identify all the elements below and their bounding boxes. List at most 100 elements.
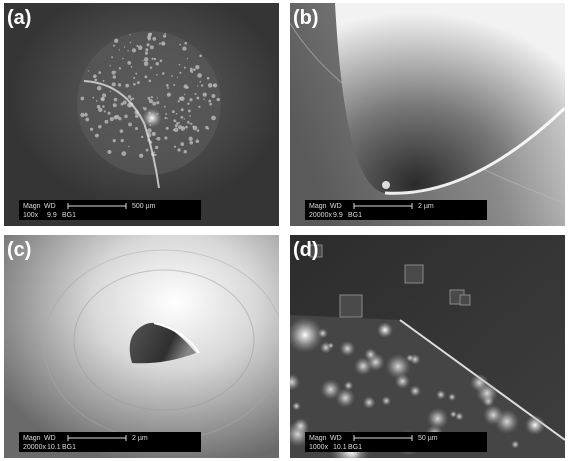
droplet xyxy=(203,98,205,100)
droplet xyxy=(133,83,136,86)
spot xyxy=(328,342,334,348)
droplet xyxy=(118,83,121,86)
droplet xyxy=(113,75,116,78)
info-wd-label: WD xyxy=(44,203,56,210)
droplet xyxy=(173,84,175,86)
droplet xyxy=(138,45,143,50)
droplet xyxy=(149,99,153,103)
droplet xyxy=(144,61,149,66)
droplet xyxy=(114,98,117,101)
spot xyxy=(511,440,519,448)
droplet xyxy=(135,127,138,130)
info-magn: 1000x xyxy=(309,444,329,451)
droplet xyxy=(179,44,181,46)
droplet xyxy=(113,103,117,107)
pit xyxy=(340,295,362,317)
info-wd-label: WD xyxy=(330,203,342,210)
droplet xyxy=(137,81,140,84)
spot xyxy=(293,418,309,434)
droplet xyxy=(172,110,175,113)
droplet xyxy=(156,74,158,76)
droplet xyxy=(121,151,126,156)
droplet xyxy=(92,97,94,99)
droplet xyxy=(157,97,158,98)
droplet xyxy=(101,97,104,100)
droplet xyxy=(162,72,164,74)
droplet xyxy=(151,58,153,60)
droplet xyxy=(150,66,152,68)
droplet xyxy=(167,93,171,97)
droplet xyxy=(124,47,125,48)
spot xyxy=(363,396,376,409)
droplet xyxy=(155,62,159,66)
spot xyxy=(450,411,457,418)
droplet xyxy=(179,72,181,74)
droplet xyxy=(98,125,102,129)
droplet xyxy=(110,117,114,121)
droplet xyxy=(118,117,121,120)
info-wd: 9.9 xyxy=(47,212,57,219)
droplet xyxy=(154,58,156,60)
info-scale: 500 µm xyxy=(132,203,156,210)
droplet xyxy=(183,118,184,119)
droplet xyxy=(128,123,132,127)
droplet xyxy=(160,60,163,63)
droplet xyxy=(151,96,153,98)
droplet xyxy=(166,84,169,87)
info-wd: 9.9 xyxy=(333,212,343,219)
droplet xyxy=(142,60,143,61)
droplet xyxy=(144,75,147,78)
droplet xyxy=(199,54,202,57)
droplet xyxy=(95,134,99,138)
droplet xyxy=(189,123,190,124)
droplet xyxy=(135,73,137,75)
info-magn-label: Magn xyxy=(23,203,41,210)
info-detector: BG1 xyxy=(348,212,362,219)
droplet xyxy=(161,41,165,45)
droplet xyxy=(85,112,87,114)
panel-c: (c)MagnWD2 µm20000x10.1BG1 xyxy=(4,235,284,458)
droplet xyxy=(201,84,203,86)
droplet xyxy=(198,106,200,108)
spot xyxy=(436,390,446,400)
droplet xyxy=(184,67,186,69)
info-scale: 2 µm xyxy=(418,203,434,210)
droplet xyxy=(165,113,167,115)
info-detector: BG1 xyxy=(348,444,362,451)
droplet xyxy=(154,154,156,156)
droplet xyxy=(104,110,106,112)
droplet xyxy=(197,130,199,132)
droplet xyxy=(178,100,180,102)
info-magn: 20000x xyxy=(23,444,46,451)
droplet xyxy=(141,136,143,138)
spot xyxy=(292,402,301,411)
info-scale: 2 µm xyxy=(132,435,148,442)
droplet xyxy=(164,136,167,139)
figure: (a)MagnWD500 µm100x9.9BG1 (b)MagnWD2 µm2… xyxy=(0,0,569,461)
droplet xyxy=(146,43,149,46)
info-detector: BG1 xyxy=(62,212,76,219)
droplet xyxy=(189,98,192,101)
droplet xyxy=(196,139,200,143)
droplet xyxy=(105,120,109,124)
droplet xyxy=(121,103,124,106)
spot xyxy=(525,415,545,435)
droplet xyxy=(164,117,166,119)
spot xyxy=(320,379,341,400)
droplet xyxy=(108,112,111,115)
spot xyxy=(381,396,391,406)
droplet xyxy=(187,102,189,104)
droplet xyxy=(197,85,198,86)
droplet xyxy=(129,34,130,35)
droplet xyxy=(177,77,178,78)
droplet xyxy=(130,99,132,101)
droplet xyxy=(115,71,117,73)
droplet xyxy=(114,115,118,119)
droplet xyxy=(164,33,166,35)
panel-label: (d) xyxy=(293,239,319,261)
droplet xyxy=(177,148,180,151)
spot xyxy=(483,405,503,425)
info-wd: 10.1 xyxy=(47,444,61,451)
droplet xyxy=(121,139,124,142)
